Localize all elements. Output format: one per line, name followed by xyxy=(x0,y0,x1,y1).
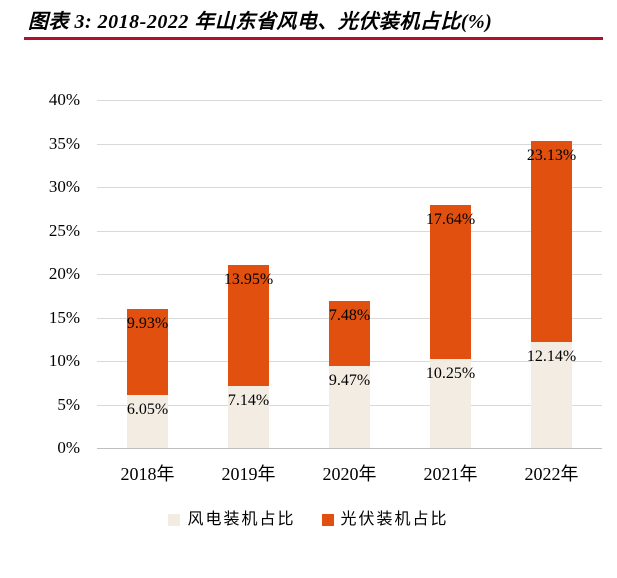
bar-segment-solar xyxy=(329,300,370,366)
gridline xyxy=(97,100,602,101)
bar-label-solar: 23.13% xyxy=(526,147,577,165)
bar-label-solar: 7.48% xyxy=(328,306,371,324)
gridline xyxy=(97,187,602,188)
y-tick-label: 25% xyxy=(48,220,80,240)
legend-swatch-wind xyxy=(168,514,181,526)
chart-legend: 风电装机占比 光伏装机占比 xyxy=(0,511,617,529)
bar-label-wind: 6.05% xyxy=(126,401,169,419)
bar-label-wind: 7.14% xyxy=(227,391,270,409)
legend-swatch-solar xyxy=(321,514,334,526)
legend-item-wind: 风电装机占比 xyxy=(168,511,295,529)
y-tick-label: 15% xyxy=(48,307,80,327)
bar-label-solar: 13.95% xyxy=(223,270,274,288)
bar-segment-solar xyxy=(430,205,471,359)
x-tick-label: 2019年 xyxy=(221,464,276,484)
bar-segment-solar xyxy=(127,308,168,396)
y-tick-label: 5% xyxy=(57,394,80,414)
bar-label-solar: 9.93% xyxy=(126,314,169,332)
bar-label-wind: 9.47% xyxy=(328,371,371,389)
gridline xyxy=(97,448,602,449)
x-tick-label: 2020年 xyxy=(322,464,377,484)
bar-label-wind: 10.25% xyxy=(425,364,476,382)
y-tick-label: 20% xyxy=(48,264,80,283)
y-tick-label: 30% xyxy=(48,177,80,196)
figure-title: 图表 3: 2018-2022 年山东省风电、光伏装机占比(%) xyxy=(28,11,493,33)
x-tick-label: 2021年 xyxy=(423,464,478,484)
legend-label-solar: 光伏装机占比 xyxy=(340,511,449,528)
y-tick-label: 0% xyxy=(57,438,80,457)
bar-segment-solar xyxy=(531,141,572,343)
gridline xyxy=(97,143,602,145)
bar-segment-wind xyxy=(531,342,572,448)
bar-segment-solar xyxy=(228,264,269,386)
bar-segment-wind xyxy=(430,358,471,448)
x-tick-label: 2022年 xyxy=(524,464,579,484)
y-tick-label: 35% xyxy=(48,133,80,153)
title-underline xyxy=(24,37,603,40)
bar-segment-wind xyxy=(329,365,370,448)
gridline xyxy=(97,274,602,275)
y-tick-label: 40% xyxy=(48,90,80,109)
y-tick-label: 10% xyxy=(48,351,80,370)
x-tick-label: 2018年 xyxy=(120,464,175,484)
bar-label-solar: 17.64% xyxy=(425,211,476,229)
legend-label-wind: 风电装机占比 xyxy=(187,511,296,528)
gridline xyxy=(97,230,602,232)
bar-label-wind: 12.14% xyxy=(526,348,577,366)
bar-segment-wind xyxy=(127,395,168,448)
legend-item-solar: 光伏装机占比 xyxy=(321,511,449,529)
bar-segment-wind xyxy=(228,385,269,448)
